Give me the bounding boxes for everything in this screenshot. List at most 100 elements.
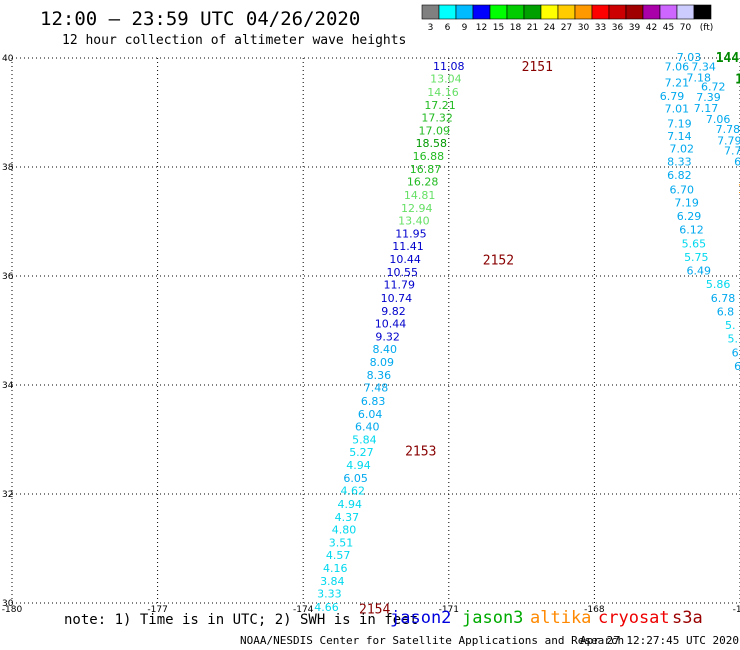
swh-value-label: 7.19 [667, 117, 692, 130]
swh-value-label: 12.94 [401, 202, 433, 215]
swh-value-label: 5. [727, 333, 738, 346]
swh-value-label: 6.05 [343, 472, 368, 485]
edge-value-label: 1E [738, 182, 740, 196]
colorbar-label: 33 [595, 23, 606, 33]
x-tick-label: -168 [584, 605, 605, 615]
swh-value-label: 17.32 [421, 111, 453, 124]
y-tick-label: 34 [2, 381, 14, 391]
colorbar-label: 6 [445, 23, 451, 33]
colorbar-swatch [506, 4, 525, 20]
x-tick-label: -177 [147, 605, 167, 615]
swh-value-label: 16.28 [407, 176, 439, 189]
colorbar-swatch [574, 4, 593, 20]
colorbar-label: 39 [629, 23, 641, 33]
swh-value-label: 4.80 [332, 523, 357, 536]
colorbar-swatch [693, 4, 712, 20]
swh-value-label: 3.33 [317, 588, 342, 601]
swh-value-label: 6.40 [355, 420, 380, 433]
swh-value-label: 4.16 [323, 562, 348, 575]
colorbar-swatch [557, 4, 576, 20]
pass-time-label: 2151 [522, 60, 553, 75]
swh-value-label: 9.82 [381, 305, 406, 318]
swh-value-label: 10.44 [389, 253, 421, 266]
swh-value-label: 14.81 [404, 189, 436, 202]
colorbar-swatch [540, 4, 559, 20]
swh-value-label: 14.16 [427, 86, 459, 99]
footer-note: note: 1) Time is in UTC; 2) SWH is in fe… [64, 612, 419, 628]
swh-value-label: 7.02 [670, 142, 695, 155]
colorbar-label: 45 [663, 23, 674, 33]
swh-value-label: 4.94 [346, 459, 371, 472]
swh-value-label: 6.8 [717, 305, 735, 318]
swh-value-label: 7.03 [677, 51, 702, 64]
y-tick-label: 30 [2, 599, 14, 609]
swh-value-label: 5.65 [682, 237, 707, 250]
swh-value-label: 7.17 [694, 102, 719, 115]
colorbar-label: 9 [462, 23, 468, 33]
swh-value-label: 4.66 [314, 601, 339, 614]
swh-value-label: 6.29 [677, 210, 702, 223]
swh-value-label: 3.51 [329, 537, 354, 550]
colorbar-label: 18 [510, 23, 522, 33]
colorbar-label: 27 [561, 23, 572, 33]
colorbar-swatch [472, 4, 491, 20]
swh-value-label: 9.32 [375, 330, 400, 343]
y-tick-label: 40 [2, 54, 14, 64]
swh-value-label: 8.40 [372, 343, 397, 356]
swh-value-label: 7.78 [716, 123, 740, 136]
swh-value-label: 6 [734, 156, 740, 169]
swh-value-label: 7.21 [665, 77, 690, 90]
swh-value-label: 7.18 [686, 72, 711, 85]
swh-value-label: 7.34 [691, 61, 716, 74]
swh-value-label: 7.39 [696, 91, 721, 104]
colorbar-swatch [625, 4, 644, 20]
swh-value-label: 11.41 [392, 240, 424, 253]
x-tick-label: -180 [2, 605, 23, 615]
swh-value-label: 16.87 [410, 163, 442, 176]
legend-altika: altika [530, 608, 592, 628]
colorbar-swatch [421, 4, 440, 20]
pass-time-label: 2154 [359, 602, 390, 617]
colorbar-swatch [523, 4, 542, 20]
swh-value-label: 13.04 [430, 73, 462, 86]
swh-value-label: 7.79 [717, 134, 740, 147]
swh-value-label: 4.62 [340, 485, 365, 498]
y-tick-label: 36 [2, 272, 14, 282]
swh-value-label: 7.01 [665, 103, 690, 116]
swh-value-label: 6.12 [679, 224, 704, 237]
swh-value-label: 7.48 [364, 382, 389, 395]
colorbar-label: 30 [578, 23, 590, 33]
swh-value-label: 6.83 [361, 395, 386, 408]
swh-value-label: 7.06 [665, 61, 690, 74]
swh-value-label: 5.75 [684, 251, 709, 264]
swh-value-label: 11.95 [395, 227, 427, 240]
swh-value-label: 5.84 [352, 434, 377, 447]
legend-jason2: jason2 [390, 608, 452, 628]
colorbar-label: 42 [646, 23, 657, 33]
swh-value-label: 16.88 [413, 150, 445, 163]
swh-value-label: 7.14 [667, 130, 692, 143]
colorbar-label: 15 [493, 23, 504, 33]
swh-value-label: 6.70 [670, 183, 695, 196]
swh-value-label: 4.94 [338, 498, 363, 511]
colorbar-swatch [438, 4, 457, 20]
swh-value-label: 4.37 [335, 511, 360, 524]
y-tick-label: 32 [2, 490, 13, 500]
swh-value-label: 6.49 [686, 265, 711, 278]
colorbar-label: 12 [476, 23, 487, 33]
swh-value-label: 10.44 [375, 317, 407, 330]
x-tick-label: -174 [293, 605, 314, 615]
swh-value-label: 6.79 [660, 90, 685, 103]
x-tick-label: -16 [733, 605, 740, 615]
swh-value-label: 11.79 [384, 279, 416, 292]
swh-value-label: 10.74 [381, 292, 413, 305]
colorbar-label: 21 [527, 23, 538, 33]
credit-line: NOAA/NESDIS Center for Satellite Applica… [240, 634, 625, 647]
swh-value-label: 18.58 [416, 137, 448, 150]
swh-value-label: 13.40 [398, 214, 430, 227]
x-tick-label: -171 [439, 605, 459, 615]
pass-time-label: 1449 [716, 51, 740, 66]
colorbar-swatch [489, 4, 508, 20]
swh-value-label: 6.72 [701, 80, 726, 93]
swh-value-label: 10.55 [386, 266, 418, 279]
